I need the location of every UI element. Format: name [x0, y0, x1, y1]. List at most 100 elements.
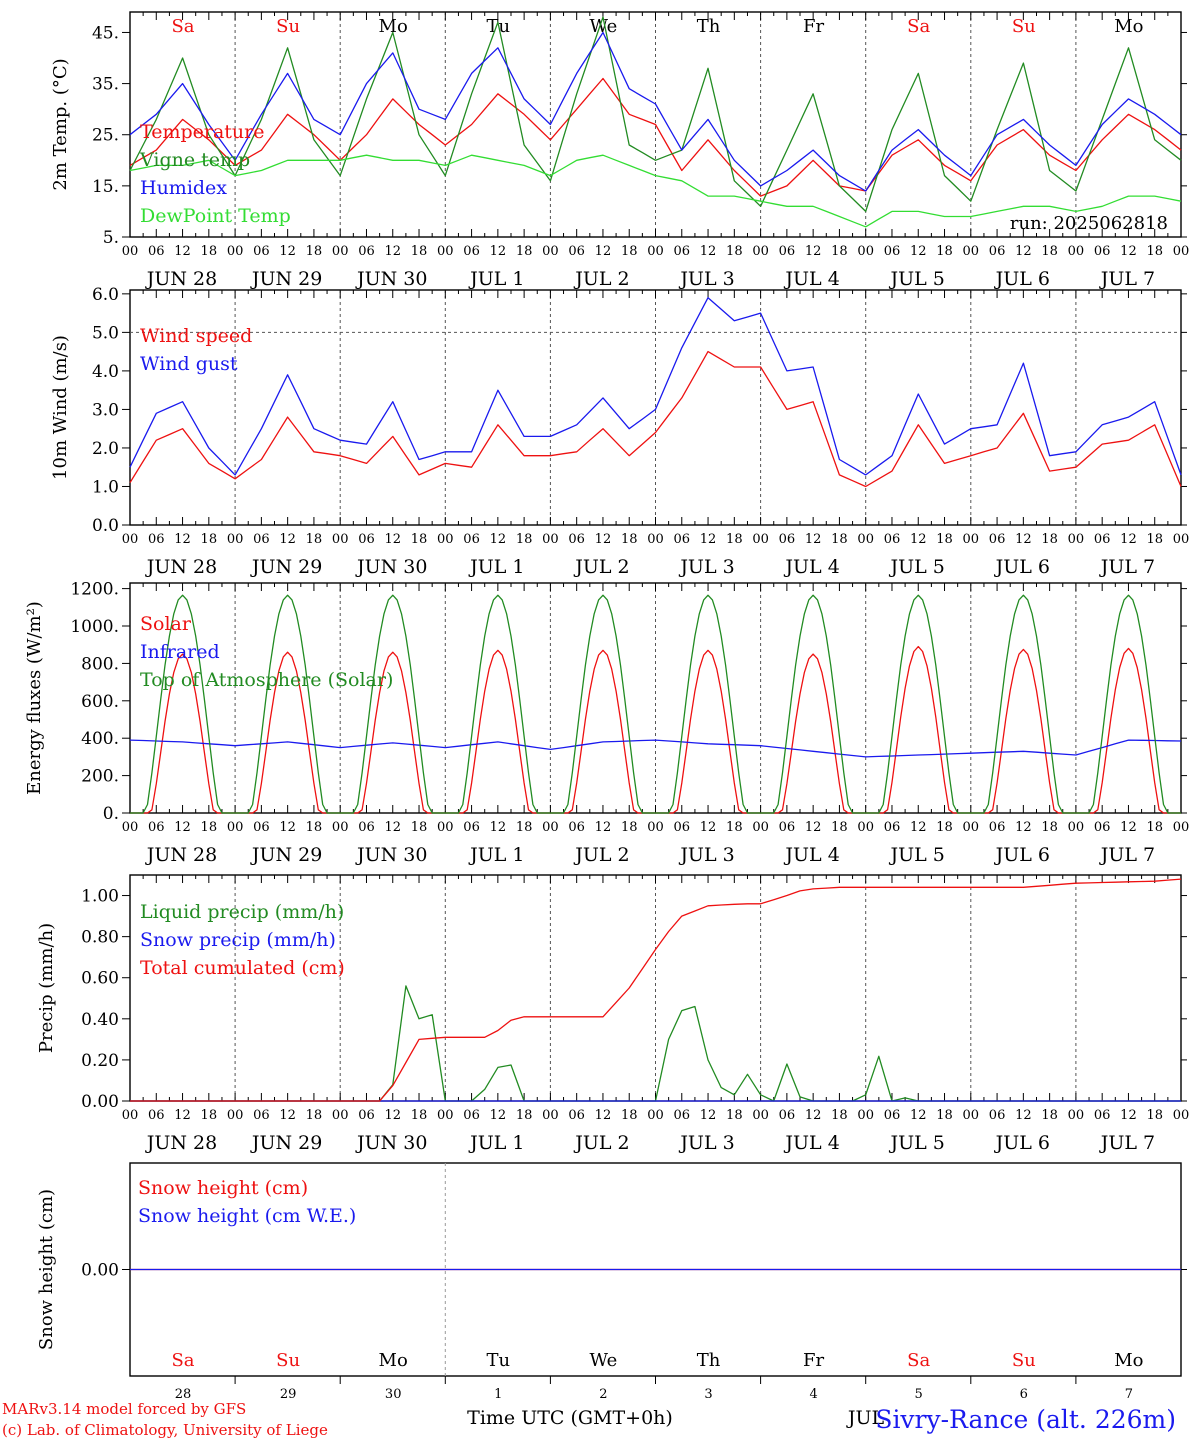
hour-tick-label: 00: [1068, 244, 1085, 259]
hour-tick-label: 06: [1094, 244, 1111, 259]
day-number-label: 3: [704, 1387, 712, 1402]
day-number-label: 5: [915, 1387, 923, 1402]
footer: MARv3.14 model forced by GFS (c) Lab. of …: [2, 1400, 1176, 1439]
hour-tick-label: 18: [621, 532, 638, 547]
hour-tick-label: 06: [568, 820, 585, 835]
hour-tick-label: 12: [174, 820, 191, 835]
hour-tick-label: 06: [884, 1108, 901, 1123]
hour-tick-label: 00: [542, 820, 559, 835]
date-label: JUL 5: [889, 556, 945, 578]
hour-tick-label: 06: [884, 532, 901, 547]
y-tick-label: 4.0: [92, 362, 119, 382]
y-tick-label: 1000.: [70, 617, 119, 637]
y-tick-label: 0.0: [92, 516, 119, 536]
hour-tick-label: 06: [148, 1108, 165, 1123]
hour-tick-label: 12: [595, 820, 612, 835]
hour-tick-label: 12: [1120, 1108, 1137, 1123]
hour-tick-label: 12: [595, 532, 612, 547]
series-line-top-of-atmosphere-solar-: [130, 594, 1181, 814]
date-label: JUL 1: [468, 268, 524, 290]
hour-tick-label: 00: [647, 1108, 664, 1123]
y-tick-label: 0.20: [81, 1051, 119, 1071]
hour-tick-label: 12: [805, 1108, 822, 1123]
hour-tick-label: 12: [805, 820, 822, 835]
hour-tick-label: 06: [674, 1108, 691, 1123]
hour-tick-label: 18: [621, 820, 638, 835]
hour-tick-label: 18: [936, 532, 953, 547]
credit-model: MARv3.14 model forced by GFS: [2, 1400, 246, 1418]
hour-tick-label: 00: [647, 820, 664, 835]
date-label: JUL 2: [573, 1132, 629, 1154]
date-label: JUL 5: [889, 268, 945, 290]
y-tick-label: 200.: [81, 767, 119, 787]
date-label: JUL 5: [889, 1132, 945, 1154]
day-number-label: 30: [385, 1387, 402, 1402]
y-tick-label: 600.: [81, 692, 119, 712]
y-tick-label: 800.: [81, 654, 119, 674]
series-line-temperature: [129, 77, 1182, 197]
series-line-wind-speed: [129, 350, 1182, 488]
hour-tick-label: 12: [384, 820, 401, 835]
y-tick-label: 0.40: [81, 1010, 119, 1030]
date-label: JUL 6: [994, 268, 1050, 290]
date-label: JUL 2: [573, 268, 629, 290]
date-label: JUL 3: [678, 1132, 734, 1154]
y-tick-label: 2.0: [92, 439, 119, 459]
day-number-label: 6: [1020, 1387, 1028, 1402]
date-label: JUN 29: [250, 268, 322, 290]
hour-tick-label: 06: [1094, 820, 1111, 835]
hour-tick-label: 12: [910, 820, 927, 835]
hour-tick-label: 12: [700, 1108, 717, 1123]
date-label: JUL 4: [783, 844, 839, 866]
panel-temperature: 5. 15. 25. 35. 45. 2m Temp. (°C) 00 06 12 18 JUN 2…: [50, 11, 1189, 290]
hour-tick-label: 18: [201, 1108, 218, 1123]
y-tick-label: 15.: [92, 177, 119, 197]
date-label: JUL 3: [678, 844, 734, 866]
hour-tick-label: 12: [700, 244, 717, 259]
date-label: JUN 30: [355, 844, 427, 866]
hour-tick-label: 18: [411, 1108, 428, 1123]
hour-tick-label: 00: [647, 244, 664, 259]
hour-tick-label: 00: [437, 244, 454, 259]
hour-tick-label: 18: [831, 244, 848, 259]
hour-tick-label: 06: [253, 820, 270, 835]
hour-tick-label: 12: [384, 532, 401, 547]
y-axis-title: 2m Temp. (°C): [50, 58, 71, 190]
day-number-label: 29: [280, 1387, 297, 1402]
date-label: JUN 28: [145, 556, 217, 578]
y-tick-label: 5.0: [92, 323, 119, 343]
hour-tick-label: 18: [516, 1108, 533, 1123]
hour-tick-label: 12: [1120, 532, 1137, 547]
hour-tick-label: 12: [490, 1108, 507, 1123]
day-number-label: 2: [599, 1387, 607, 1402]
series-line-humidex: [129, 31, 1182, 192]
hour-tick-label: 12: [1120, 244, 1137, 259]
hour-tick-label: 00: [227, 244, 244, 259]
y-tick-label: 6.0: [92, 285, 119, 305]
hour-tick-label: 06: [253, 532, 270, 547]
date-label: JUL 4: [783, 268, 839, 290]
hour-tick-label: 12: [384, 244, 401, 259]
series-line-total-cumulated-cm-: [130, 878, 1182, 1102]
hour-tick-label: 12: [490, 820, 507, 835]
hour-tick-label: 12: [1015, 244, 1032, 259]
station-label: Sivry-Rance (alt. 226m): [875, 1405, 1176, 1434]
weekday-label: Th: [697, 16, 721, 37]
hour-tick-label: 06: [779, 532, 796, 547]
date-label: JUL 6: [994, 1132, 1050, 1154]
hour-tick-label: 06: [463, 532, 480, 547]
hour-tick-label: 00: [1068, 532, 1085, 547]
y-tick-label: 35.: [92, 75, 119, 95]
weekday-label: Sa: [171, 1350, 194, 1371]
hour-tick-label: 18: [726, 244, 743, 259]
hour-tick-label: 18: [201, 820, 218, 835]
hour-tick-label: 06: [568, 532, 585, 547]
date-label: JUL 4: [783, 1132, 839, 1154]
date-label: JUL 4: [783, 556, 839, 578]
hour-tick-label: 06: [358, 244, 375, 259]
weekday-label: Su: [1012, 1350, 1036, 1371]
hour-tick-label: 06: [989, 244, 1006, 259]
date-label: JUL 7: [1099, 1132, 1155, 1154]
hour-tick-label: 18: [516, 244, 533, 259]
hour-tick-label: 06: [674, 820, 691, 835]
